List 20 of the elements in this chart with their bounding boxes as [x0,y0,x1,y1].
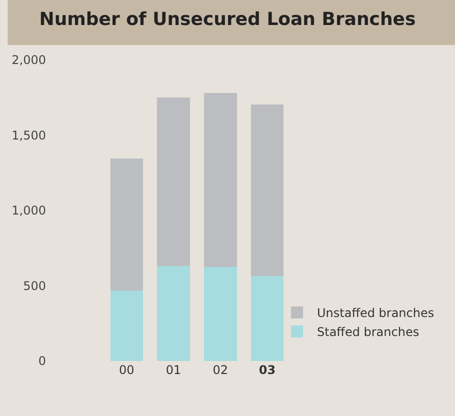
x-tick-label: 01 [166,363,182,377]
bar [157,266,190,361]
bar [250,276,284,361]
bar [204,266,237,361]
x-tick-label: 02 [212,363,228,377]
chart-title: Number of Unsecured Loan Branches [39,9,416,30]
y-tick-label: 500 [23,278,46,293]
bar [110,158,144,290]
y-tick-label: 0 [38,354,46,368]
bar [110,290,144,361]
bar [157,98,190,266]
x-tick-label: 03 [258,363,276,377]
legend-label: Unstaffed branches [317,306,434,320]
bar [204,93,237,267]
y-tick-label: 1,000 [12,204,46,218]
x-tick-label: 00 [119,363,134,377]
bar [250,104,284,276]
y-tick-label: 2,000 [12,53,46,68]
legend-label: Staffed branches [317,325,420,340]
y-tick-label: 1,500 [12,128,46,142]
